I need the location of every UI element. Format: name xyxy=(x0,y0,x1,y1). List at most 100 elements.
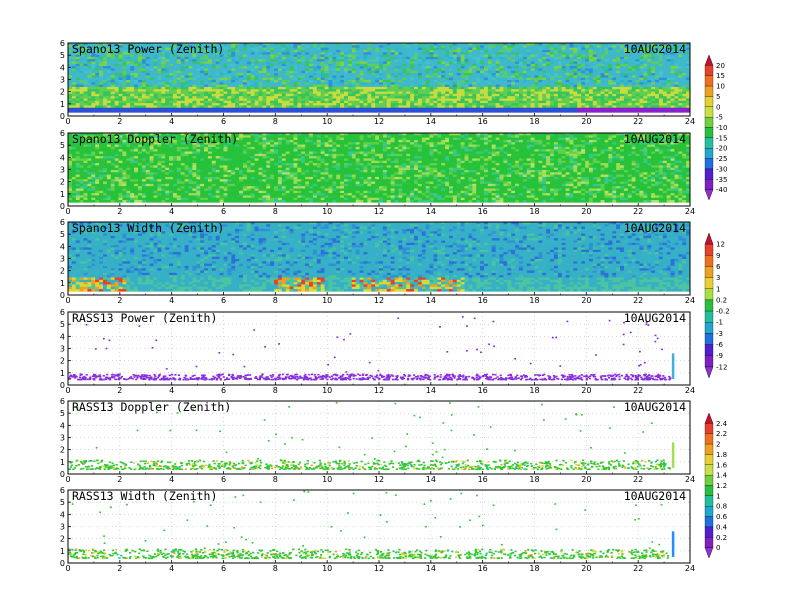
heatmap-cell xyxy=(312,91,318,95)
heatmap-cell xyxy=(413,45,419,48)
heatmap-cell xyxy=(270,66,275,69)
heatmap-cell xyxy=(258,70,263,74)
heatmap-cell xyxy=(503,98,508,102)
heatmap-cell xyxy=(402,82,407,85)
heatmap-cell xyxy=(309,98,314,102)
heatmap-cell xyxy=(254,66,259,69)
heatmap-cell xyxy=(188,100,193,104)
heatmap-cell xyxy=(130,105,135,109)
heatmap-cell xyxy=(538,70,543,74)
heatmap-cell xyxy=(270,100,275,104)
heatmap-cell xyxy=(153,96,158,99)
heatmap-cell xyxy=(448,107,454,111)
heatmap-cell xyxy=(534,91,539,95)
heatmap-cell xyxy=(398,68,403,72)
heatmap-cell xyxy=(623,59,629,62)
heatmap-cell xyxy=(71,61,77,65)
heatmap-cell xyxy=(320,89,325,92)
heatmap-cell xyxy=(491,103,496,106)
heatmap-cell xyxy=(141,73,147,76)
heatmap-cell xyxy=(262,73,267,76)
heatmap-cell xyxy=(561,77,566,81)
heatmap-cell xyxy=(441,66,446,69)
heatmap-cell xyxy=(674,98,679,102)
heatmap-cell xyxy=(176,49,182,53)
heatmap-cell xyxy=(596,56,601,60)
heatmap-cell xyxy=(542,105,547,109)
heatmap-cell xyxy=(538,63,543,67)
heatmap-cell xyxy=(106,45,112,48)
heatmap-cell xyxy=(651,43,656,46)
heatmap-cell xyxy=(145,75,150,78)
heatmap-cell xyxy=(312,75,318,78)
heatmap-cell xyxy=(499,98,504,102)
heatmap-cell xyxy=(686,103,691,106)
heatmap-cell xyxy=(402,91,407,95)
heatmap-cell xyxy=(270,54,275,58)
heatmap-cell xyxy=(561,103,566,106)
heatmap-cell xyxy=(262,86,267,90)
heatmap-cell xyxy=(557,100,563,104)
heatmap-cell xyxy=(141,98,147,102)
heatmap-cell xyxy=(472,86,477,90)
heatmap-cell xyxy=(254,45,259,48)
heatmap-cell xyxy=(277,56,283,60)
heatmap-cell xyxy=(149,110,154,113)
heatmap-cell xyxy=(655,68,660,72)
heatmap-cell xyxy=(328,61,333,65)
heatmap-cell xyxy=(79,98,84,102)
heatmap-cell xyxy=(254,56,259,60)
heatmap-cell xyxy=(285,52,290,55)
heatmap-cell xyxy=(382,96,388,99)
heatmap-cell xyxy=(83,77,88,81)
heatmap-cell xyxy=(223,89,228,92)
heatmap-cell xyxy=(293,56,298,60)
heatmap-cell xyxy=(631,79,636,83)
heatmap-cell xyxy=(301,93,306,97)
heatmap-cell xyxy=(215,59,220,62)
heatmap-cell xyxy=(211,91,217,95)
heatmap-cell xyxy=(487,70,493,74)
heatmap-cell xyxy=(192,96,197,99)
heatmap-cell xyxy=(149,54,154,58)
heatmap-cell xyxy=(157,105,162,109)
heatmap-cell xyxy=(71,91,77,95)
heatmap-cell xyxy=(487,68,493,72)
heatmap-cell xyxy=(569,73,574,76)
heatmap-cell xyxy=(87,86,92,90)
heatmap-cell xyxy=(503,96,508,99)
heatmap-cell xyxy=(192,98,197,102)
heatmap-cell xyxy=(546,61,551,65)
heatmap-cell xyxy=(297,96,302,99)
heatmap-cell xyxy=(200,45,205,48)
heatmap-cell xyxy=(433,47,438,51)
heatmap-cell xyxy=(145,61,150,65)
heatmap-cell xyxy=(297,66,302,69)
heatmap-cell xyxy=(608,98,613,102)
heatmap-cell xyxy=(410,77,415,81)
heatmap-cell xyxy=(410,49,415,53)
heatmap-cell xyxy=(130,49,135,53)
heatmap-cell xyxy=(250,75,255,78)
heatmap-cell xyxy=(149,100,154,104)
heatmap-cell xyxy=(612,110,617,113)
heatmap-cell xyxy=(386,70,391,74)
heatmap-cell xyxy=(235,45,240,48)
heatmap-cell xyxy=(682,98,687,102)
heatmap-cell xyxy=(534,133,539,136)
heatmap-cell xyxy=(382,66,388,69)
heatmap-cell xyxy=(301,89,306,92)
heatmap-cell xyxy=(137,100,143,104)
heatmap-cell xyxy=(83,98,88,102)
heatmap-cell xyxy=(464,59,469,62)
heatmap-cell xyxy=(417,56,423,60)
heatmap-cell xyxy=(655,96,660,99)
heatmap-cell xyxy=(662,49,667,53)
heatmap-cell xyxy=(456,56,461,60)
heatmap-cell xyxy=(297,59,302,62)
heatmap-cell xyxy=(87,100,92,104)
heatmap-cell xyxy=(460,100,465,104)
heatmap-cell xyxy=(324,68,329,72)
heatmap-cell xyxy=(596,96,601,99)
heatmap-cell xyxy=(483,79,489,83)
